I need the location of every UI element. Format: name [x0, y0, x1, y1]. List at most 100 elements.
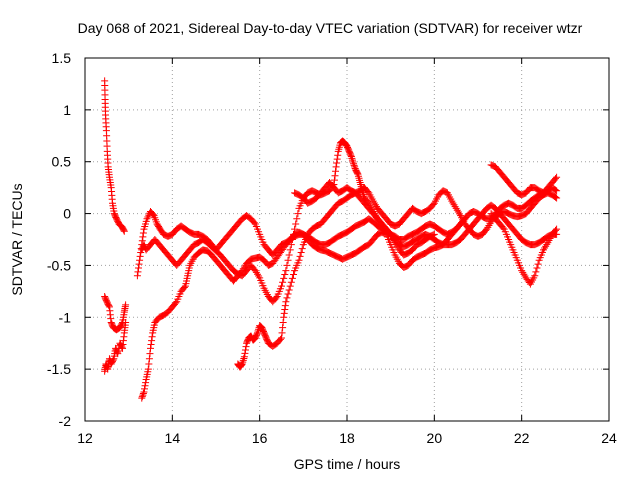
data-point: [350, 160, 358, 168]
data-point: [120, 226, 128, 234]
data-point: [483, 225, 491, 233]
data-point: [534, 260, 542, 268]
data-point: [342, 141, 350, 149]
data-point: [278, 329, 286, 337]
data-point: [486, 220, 494, 228]
data-point: [284, 290, 292, 298]
y-tick-label: 1.5: [52, 50, 72, 66]
data-point: [332, 167, 340, 175]
data-point: [280, 309, 288, 317]
data-point: [138, 394, 146, 402]
data-point: [272, 294, 280, 302]
x-tick-label: 24: [601, 430, 617, 446]
data-point: [287, 278, 295, 286]
data-point: [145, 355, 153, 363]
series-track-7: [138, 137, 469, 306]
data-point: [238, 360, 246, 368]
data-point: [371, 201, 379, 209]
data-point: [347, 153, 355, 161]
data-point: [288, 274, 296, 282]
data-point: [237, 362, 245, 370]
data-point: [552, 193, 560, 201]
data-point: [290, 271, 298, 279]
data-point: [359, 190, 367, 198]
y-tick-label: -0.5: [47, 257, 71, 273]
data-point: [122, 301, 130, 309]
data-point: [257, 323, 265, 331]
data-point: [281, 306, 289, 314]
data-point: [284, 256, 292, 264]
data-point: [543, 240, 551, 248]
data-point: [134, 264, 142, 272]
data-point: [293, 215, 301, 223]
series-track-3: [101, 318, 130, 375]
data-point: [294, 210, 302, 218]
x-tick-label: 18: [339, 430, 355, 446]
data-point: [454, 208, 462, 216]
y-tick-label: 0.5: [52, 154, 72, 170]
data-point: [118, 320, 126, 328]
data-point: [148, 337, 156, 345]
data-point: [485, 221, 493, 229]
data-point: [254, 327, 262, 335]
data-point: [133, 272, 141, 280]
y-axis-label: SDTVAR / TECUs: [9, 183, 25, 295]
data-point: [251, 267, 259, 275]
data-point: [279, 278, 287, 286]
data-point: [531, 272, 539, 280]
data-point: [139, 391, 147, 399]
data-point: [452, 204, 460, 212]
data-point: [288, 236, 296, 243]
data-point: [113, 348, 121, 356]
data-point: [285, 251, 293, 259]
chart-title: Day 068 of 2021, Sidereal Day-to-day VTE…: [78, 20, 583, 36]
data-point: [240, 353, 248, 361]
data-point: [542, 242, 550, 250]
data-point: [348, 156, 356, 164]
data-point: [148, 333, 156, 341]
series-track-2: [101, 293, 130, 334]
data-point: [287, 241, 295, 249]
data-point: [451, 203, 459, 211]
series-track-9: [487, 161, 561, 199]
data-point: [105, 302, 113, 310]
series-track-8: [291, 173, 561, 240]
data-point: [533, 264, 541, 272]
x-tick-label: 14: [165, 430, 181, 446]
data-point: [134, 268, 142, 276]
data-point: [296, 252, 304, 260]
x-tick-label: 22: [514, 430, 530, 446]
y-tick-label: -2: [59, 413, 72, 429]
data-point: [239, 358, 247, 366]
data-point: [280, 313, 288, 321]
data-point: [291, 225, 299, 233]
data-point: [283, 261, 291, 269]
data-point: [280, 274, 288, 282]
data-point: [290, 230, 298, 238]
data-point: [251, 335, 259, 343]
y-tick-label: 0: [63, 206, 71, 222]
data-point: [297, 248, 305, 256]
data-point: [553, 225, 561, 233]
series-track-10: [487, 210, 561, 288]
data-point: [139, 233, 147, 241]
data-point: [122, 318, 130, 326]
data-point: [295, 256, 303, 264]
data-point: [241, 349, 249, 357]
y-tick-label: 1: [63, 102, 71, 118]
data-point: [348, 154, 356, 162]
x-tick-label: 16: [252, 430, 268, 446]
data-point: [139, 390, 147, 398]
data-point: [292, 220, 300, 228]
data-point: [144, 213, 152, 221]
data-point: [369, 207, 377, 215]
data-point: [138, 393, 146, 401]
data-point: [541, 244, 549, 252]
data-point: [353, 169, 361, 177]
data-point: [453, 206, 461, 214]
data-point: [255, 272, 263, 280]
data-point: [532, 268, 540, 276]
data-point: [360, 192, 368, 200]
data-point: [253, 329, 261, 337]
